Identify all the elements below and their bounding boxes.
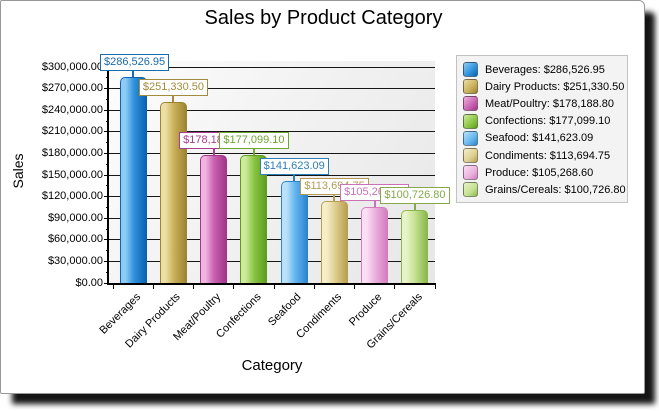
bar-produce[interactable] (361, 207, 389, 283)
y-axis-major-tick (104, 217, 109, 219)
bar-beverages[interactable] (119, 76, 147, 283)
legend-item[interactable]: Meat/Poultry: $178,188.80 (463, 95, 627, 112)
bar-condiments[interactable] (320, 201, 348, 283)
callout-leader (373, 200, 376, 208)
value-label: $141,623.09 (259, 158, 329, 176)
y-tick-label: $150,000.00 (41, 168, 103, 181)
legend-swatch-icon (463, 182, 478, 198)
bar-seafood[interactable] (280, 181, 308, 283)
bar-dairy-products[interactable] (159, 102, 187, 283)
legend-label: Beverages: $286,526.95 (485, 63, 605, 76)
legend-label: Confections: $177,099.10 (485, 115, 611, 128)
y-tick-label: $300,000.00 (41, 60, 103, 73)
x-axis-line (107, 283, 435, 285)
y-tick-label: $210,000.00 (41, 125, 103, 138)
x-axis-tick (354, 283, 355, 289)
y-gridline (109, 260, 435, 262)
legend-label: Produce: $105,268.60 (485, 166, 594, 179)
y-gridline (109, 196, 435, 198)
y-tick-label: $0.00 (75, 276, 103, 289)
legend-item[interactable]: Confections: $177,099.10 (463, 113, 627, 130)
chart-window: Sales by Product Category Sales Category… (0, 0, 645, 394)
legend-label: Seafood: $141,623.09 (485, 132, 594, 145)
x-axis-tick (112, 283, 114, 289)
legend-label: Meat/Poultry: $178,188.80 (485, 97, 615, 110)
y-gridline (109, 88, 435, 90)
x-axis-tick (273, 283, 275, 289)
y-axis-major-tick (104, 260, 109, 262)
callout-leader (132, 69, 135, 77)
value-label: $177,099.10 (219, 132, 289, 150)
x-axis-tick (233, 283, 235, 289)
x-axis-tick (313, 283, 315, 289)
legend-swatch-icon (463, 113, 478, 129)
y-axis-major-tick (104, 131, 109, 133)
legend-label: Condiments: $113,694.75 (485, 149, 611, 162)
callout-leader (413, 203, 416, 211)
bar-grains-cereals[interactable] (401, 210, 429, 283)
y-gridline (109, 217, 435, 219)
chart-title: Sales by Product Category (204, 7, 443, 29)
y-tick-label: $30,000.00 (47, 254, 103, 267)
legend-swatch-icon (463, 96, 478, 112)
value-label: $100,726.80 (380, 187, 450, 205)
y-axis-major-tick (104, 196, 109, 198)
legend-swatch-icon (463, 79, 478, 95)
callout-leader (172, 95, 175, 103)
bar-confections[interactable] (240, 155, 268, 283)
y-tick-label: $180,000.00 (41, 146, 103, 159)
callout-leader (333, 194, 336, 202)
y-gridline (109, 131, 435, 133)
legend-label: Grains/Cereals: $100,726.80 (485, 183, 626, 196)
y-gridline (109, 152, 435, 154)
y-axis-major-tick (104, 152, 109, 154)
y-axis-major-tick (104, 88, 109, 90)
legend-item[interactable]: Seafood: $141,623.09 (463, 130, 627, 147)
callout-leader (252, 148, 255, 156)
y-axis-major-tick (104, 239, 109, 241)
x-axis-tick (152, 283, 154, 289)
y-axis-major-tick (104, 174, 109, 176)
legend-item[interactable]: Produce: $105,268.60 (463, 164, 627, 181)
callout-leader (212, 147, 215, 155)
y-tick-label: $240,000.00 (41, 103, 103, 116)
legend-swatch-icon (463, 165, 478, 181)
legend-swatch-icon (463, 62, 478, 78)
y-tick-label: $120,000.00 (41, 190, 103, 203)
legend-label: Dairy Products: $251,330.50 (485, 80, 625, 93)
y-gridline (109, 109, 435, 111)
legend-item[interactable]: Beverages: $286,526.95 (463, 61, 627, 78)
legend-swatch-icon (463, 130, 478, 146)
x-axis-tick (193, 283, 194, 289)
legend-swatch-icon (463, 148, 478, 164)
y-tick-label: $90,000.00 (47, 211, 103, 224)
value-label: $286,526.95 (100, 53, 170, 71)
legend-item[interactable]: Grains/Cereals: $100,726.80 (463, 181, 627, 198)
x-category-label: Produce (346, 291, 385, 329)
x-axis-tick (434, 283, 436, 289)
legend: Beverages: $286,526.95 Dairy Products: $2… (456, 55, 628, 203)
y-tick-label: $270,000.00 (41, 82, 103, 95)
y-tick-label: $60,000.00 (47, 233, 103, 246)
value-label: $251,330.50 (138, 79, 209, 97)
y-gridline (109, 66, 435, 68)
bar-meat-poultry[interactable] (200, 154, 228, 283)
y-axis-major-tick (104, 282, 109, 284)
legend-item[interactable]: Dairy Products: $251,330.50 (463, 78, 627, 95)
y-axis-major-tick (104, 109, 109, 111)
legend-item[interactable]: Condiments: $113,694.75 (463, 147, 627, 164)
y-axis-line (107, 60, 109, 285)
callout-leader (293, 174, 296, 182)
x-axis-title: Category (241, 357, 303, 374)
x-category-label: Seafood (266, 291, 304, 329)
x-axis-tick (394, 283, 396, 289)
y-gridline (109, 239, 435, 241)
